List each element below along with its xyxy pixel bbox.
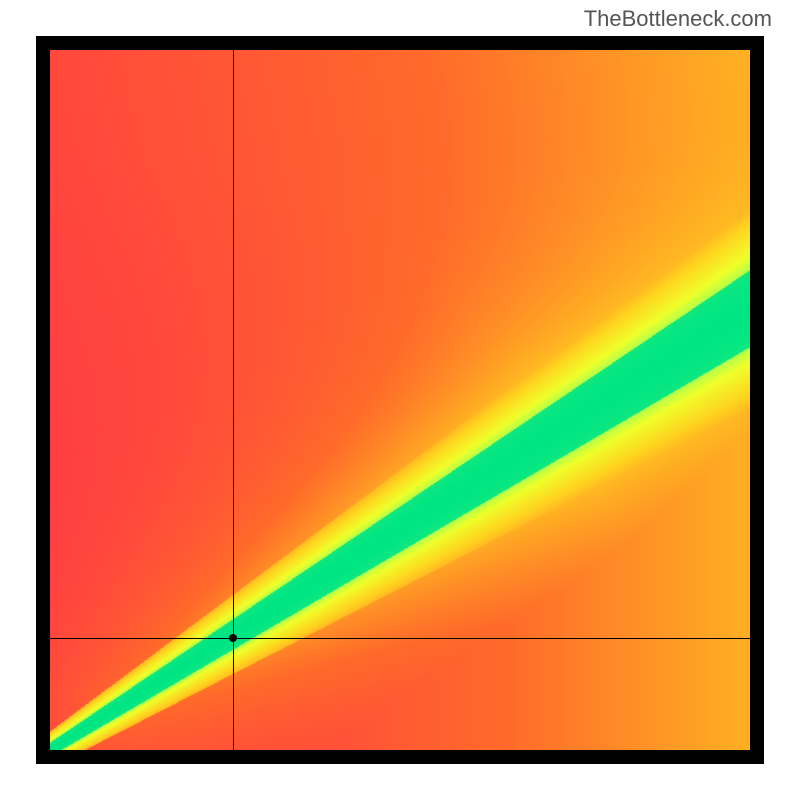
heatmap-canvas — [50, 50, 750, 750]
watermark-text: TheBottleneck.com — [584, 6, 772, 32]
plot-frame — [36, 36, 764, 764]
crosshair-vertical — [233, 50, 234, 750]
crosshair-horizontal — [50, 638, 750, 639]
heatmap-area — [50, 50, 750, 750]
